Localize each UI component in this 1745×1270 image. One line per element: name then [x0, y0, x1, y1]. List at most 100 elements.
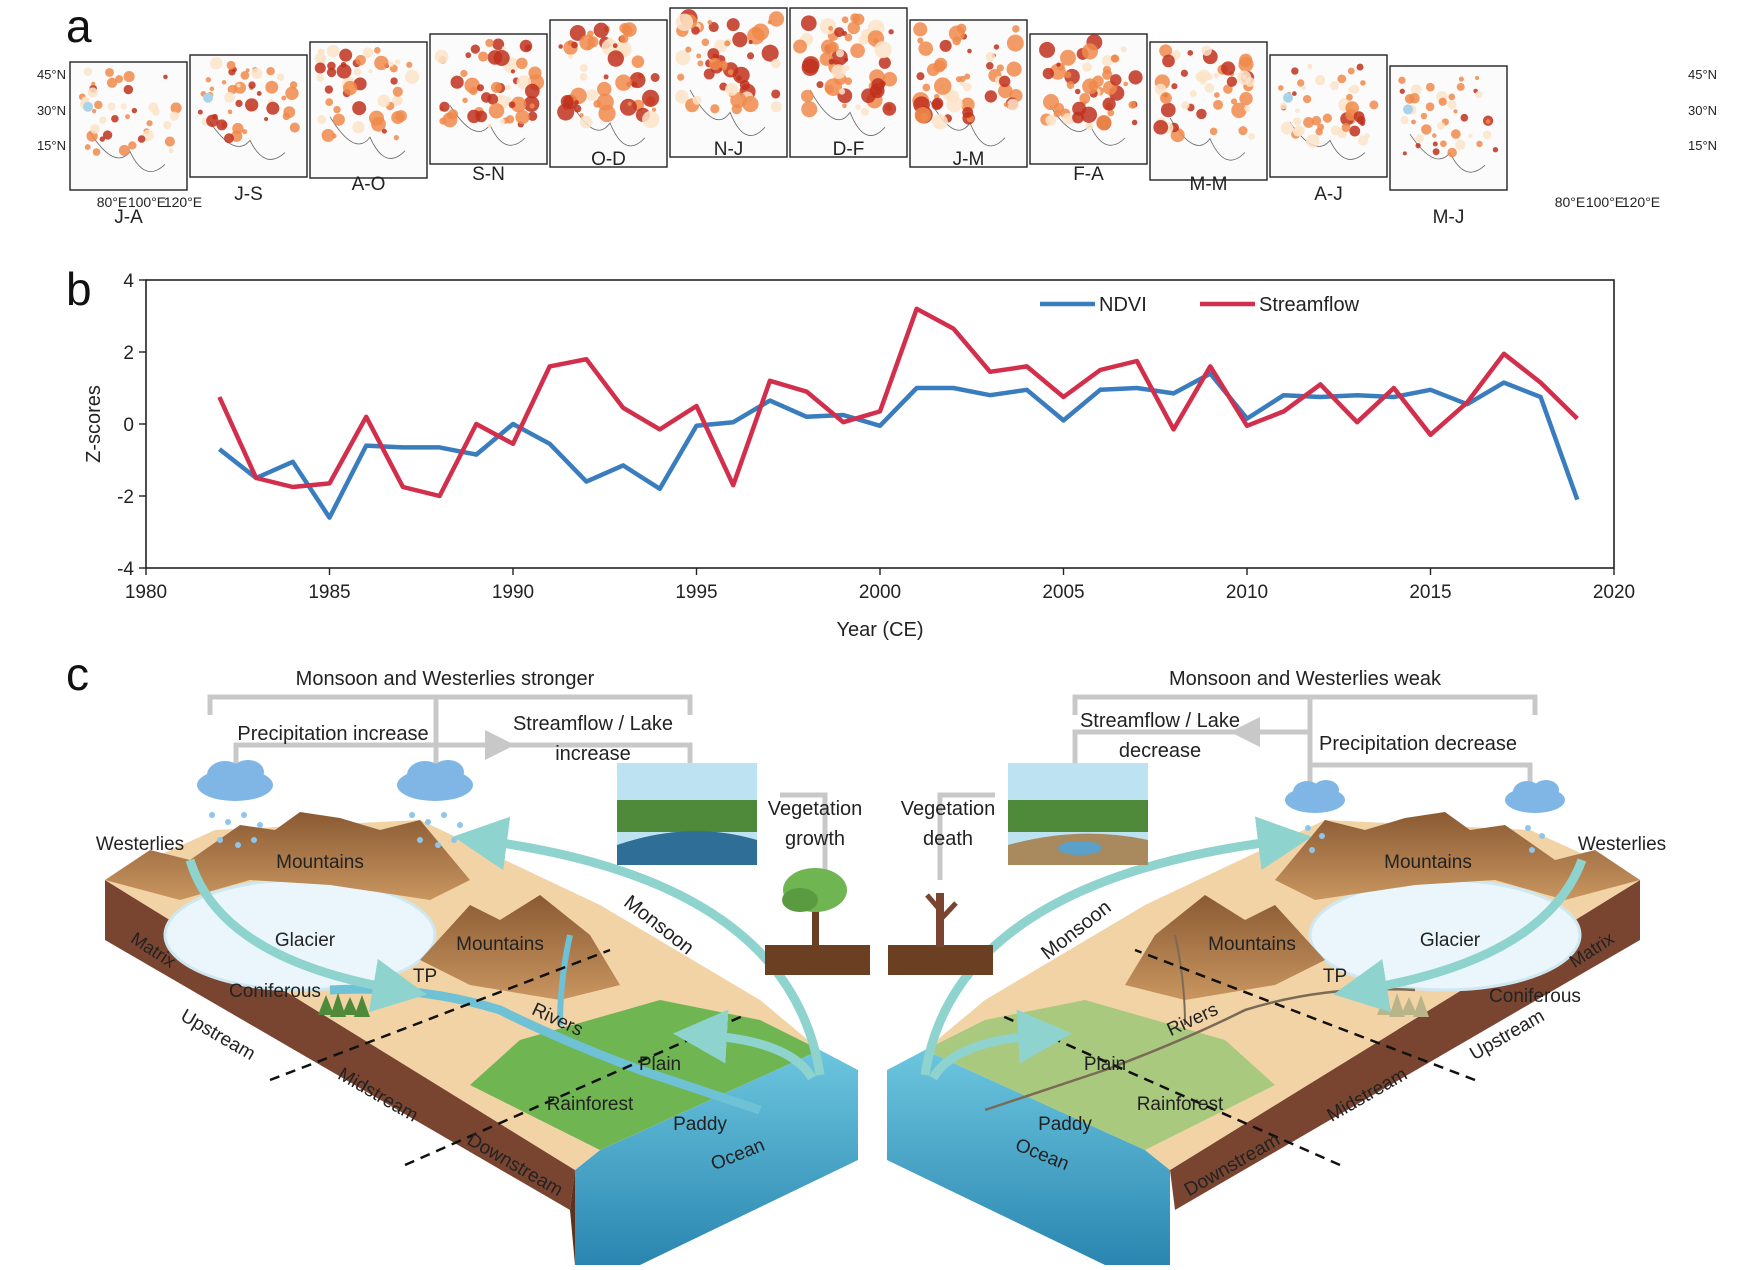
left-mountains-front — [420, 895, 620, 1000]
tree-death-icon — [888, 893, 993, 975]
left-upstream-boundary — [269, 948, 611, 1082]
month-map — [1269, 54, 1388, 178]
right-mountains-front — [1125, 895, 1325, 1000]
month-label: A-O — [352, 174, 386, 195]
month-map — [1389, 65, 1508, 191]
right-bracket-lines — [937, 694, 1538, 880]
left-label-paddy: Paddy — [673, 1114, 727, 1135]
month-map — [69, 61, 188, 191]
month-label: M-J — [1433, 207, 1465, 228]
right-veg-label-2: death — [923, 828, 973, 850]
month-map — [669, 7, 788, 158]
month-map — [909, 19, 1028, 168]
lat-label-right: 45°N — [1688, 67, 1717, 82]
y-tick-label: 0 — [123, 415, 134, 436]
x-axis-title: Year (CE) — [836, 619, 923, 641]
right-stream-label-1: Streamflow / Lake — [1080, 710, 1240, 732]
left-rain-cloud-1 — [197, 760, 273, 848]
right-rain-cloud-2 — [1505, 780, 1565, 853]
left-label-rainforest: Rainforest — [547, 1094, 634, 1115]
month-label: M-M — [1190, 174, 1228, 195]
right-ocean-block — [887, 1050, 1170, 1265]
month-label: A-J — [1314, 184, 1343, 205]
lon-label: 100°E — [1586, 194, 1624, 210]
left-header: Monsoon and Westerlies stronger — [296, 668, 595, 690]
left-label-coniferous: Coniferous — [229, 981, 321, 1002]
x-tick-label: 1985 — [308, 582, 350, 603]
lon-label: 120°E — [1622, 194, 1660, 210]
left-label-mountains1: Mountains — [276, 852, 364, 873]
right-monsoon-arrow — [920, 816, 1312, 1076]
right-westerlies-label: Westerlies — [1578, 834, 1666, 855]
right-header: Monsoon and Westerlies weak — [1169, 668, 1442, 690]
left-label-glacier: Glacier — [275, 930, 336, 951]
right-stream-label-2: decrease — [1119, 740, 1201, 762]
series-line-ndvi — [218, 371, 1580, 520]
left-monsoon-arrow — [453, 816, 825, 1076]
right-lake-picture — [1008, 763, 1148, 865]
y-tick-label: 4 — [123, 271, 134, 292]
month-map — [309, 41, 428, 179]
lat-label-left: 45°N — [37, 67, 66, 82]
left-westerlies-arrow — [185, 858, 427, 1013]
x-tick-label: 2020 — [1593, 582, 1635, 603]
right-label-plain: Plain — [1084, 1054, 1126, 1075]
x-tick-label: 1995 — [675, 582, 717, 603]
legend-label: Streamflow — [1259, 294, 1360, 316]
left-coniferous-trees — [318, 993, 370, 1017]
right-label-mountains1: Mountains — [1384, 852, 1472, 873]
month-label: D-F — [833, 139, 865, 160]
tree-growth-icon — [765, 868, 870, 975]
right-upstream-boundary — [1134, 948, 1476, 1082]
x-tick-label: 1990 — [492, 582, 534, 603]
left-precip-label: Precipitation increase — [237, 723, 428, 745]
month-map — [549, 19, 668, 168]
left-stream-label-2: increase — [555, 743, 631, 765]
panel-b-label: b — [66, 263, 92, 315]
axis-ticks: 1980 1985 1990 1995 2000 2005 2010 2015 2020 -4 -2… — [117, 271, 1635, 603]
month-map — [429, 33, 548, 165]
panel-a-label: a — [66, 0, 92, 52]
right-veg-label-1: Vegetation — [901, 798, 996, 820]
x-tick-label: 2005 — [1042, 582, 1084, 603]
left-rain-cloud-2 — [397, 760, 473, 848]
lon-label: 80°E — [1555, 194, 1586, 210]
left-ocean-block — [575, 1050, 858, 1265]
y-axis-title: Z-scores — [83, 385, 105, 463]
right-label-paddy: Paddy — [1038, 1114, 1092, 1135]
legend-label: NDVI — [1099, 294, 1147, 316]
month-map — [1149, 41, 1268, 181]
month-label: O-D — [591, 149, 626, 170]
left-veg-label-1: Vegetation — [768, 798, 863, 820]
lat-label-right: 30°N — [1688, 103, 1717, 118]
panel-c-label: c — [66, 648, 89, 700]
month-map — [189, 54, 308, 178]
left-veg-label-2: growth — [785, 828, 845, 850]
month-label: F-A — [1073, 164, 1104, 185]
month-label: N-J — [714, 139, 744, 160]
left-westerlies-label: Westerlies — [96, 834, 184, 855]
x-tick-label: 2000 — [859, 582, 901, 603]
lat-label-left: 15°N — [37, 138, 66, 153]
right-label-tp: TP — [1323, 966, 1347, 987]
month-label: J-A — [114, 207, 143, 228]
left-stream-label-1: Streamflow / Lake — [513, 713, 673, 735]
panel-a-maps: a J-A J-S A-O S-N O-D N-J D-F J-M F-A M-M A-J M-J 45… — [37, 0, 1717, 228]
legend: NDVI Streamflow — [1040, 294, 1360, 316]
month-map — [789, 7, 908, 158]
left-label-plain: Plain — [639, 1054, 681, 1075]
y-tick-label: -2 — [117, 487, 134, 508]
right-label-glacier: Glacier — [1420, 930, 1481, 951]
x-tick-label: 1980 — [125, 582, 167, 603]
seasonal-map-row: J-A J-S A-O S-N O-D N-J D-F J-M F-A M-M A-J M-J 45°N… — [37, 7, 1717, 228]
panel-b-chart: b 1980 1985 1990 1995 2000 2005 2010 2015 2020 -4… — [66, 263, 1635, 641]
left-monsoon-short-arrow — [673, 1009, 816, 1081]
right-label-rainforest: Rainforest — [1137, 1094, 1224, 1115]
right-mountains-back — [1275, 812, 1640, 900]
left-label-tp: TP — [413, 966, 437, 987]
series-lines — [217, 306, 1580, 520]
left-lake-picture — [617, 763, 757, 865]
left-label-mountains2: Mountains — [456, 934, 544, 955]
right-precip-label: Precipitation decrease — [1319, 733, 1517, 755]
